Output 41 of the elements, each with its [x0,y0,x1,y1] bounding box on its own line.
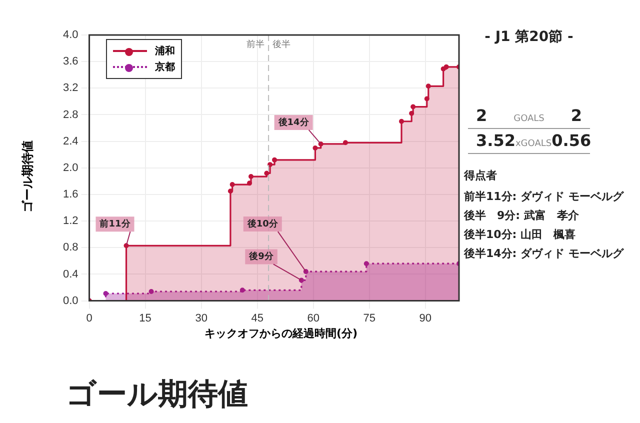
x-tick-label: 0 [86,312,92,324]
text: 得点者 [464,168,498,183]
x-tick-label: 15 [139,312,152,324]
text: 3.52 [476,131,516,150]
annotation: 前半 [246,38,265,50]
text: 後半14分: ダヴィド モーベルグ [464,246,624,261]
x-tick-label: 90 [419,312,432,324]
legend-label: 京都 [155,60,175,74]
text: 0.56 [552,131,592,150]
x-tick-label: 30 [195,312,208,324]
y-tick-label: 0.8 [62,242,78,254]
text: 前半11分: ダヴィド モーベルグ [464,189,624,204]
text: 後半10分: 山田 楓喜 [464,227,577,242]
y-tick-label: 2.0 [62,162,78,174]
x-axis-title: キックオフからの経過時間(分) [203,326,359,341]
text: GOALS [514,114,544,124]
y-tick-label: 1.2 [62,215,78,228]
annotation: 後10分 [246,218,279,230]
text: 後半 9分: 武富 孝介 [464,208,580,223]
y-tick-label: 3.2 [62,82,78,94]
y-tick-label: 1.6 [62,188,78,201]
annotation: 後9分 [248,251,274,262]
annotation: 後半 [272,38,291,50]
y-tick-label: 2.8 [62,108,78,121]
y-tick-label: 3.6 [62,56,78,68]
y-tick-label: 0.4 [62,268,78,280]
text: - J1 第20節 - [484,28,574,46]
y-tick-label: 0.0 [62,294,78,307]
annotation: 後14分 [277,116,310,128]
text: xGOALS [515,139,552,149]
text: 2 [476,106,488,125]
y-tick-label: 2.4 [62,135,78,148]
y-tick-label: 4.0 [62,29,78,42]
x-tick-label: 45 [251,312,264,324]
x-tick-label: 75 [363,312,376,324]
y-axis-title: ゴール期待値 [20,140,36,214]
text: 2 [570,106,582,125]
annotation: 前11分 [98,218,132,230]
legend-label: 浦和 [155,44,175,58]
x-tick-label: 60 [307,312,320,324]
text: ゴール期待値 [66,376,248,414]
